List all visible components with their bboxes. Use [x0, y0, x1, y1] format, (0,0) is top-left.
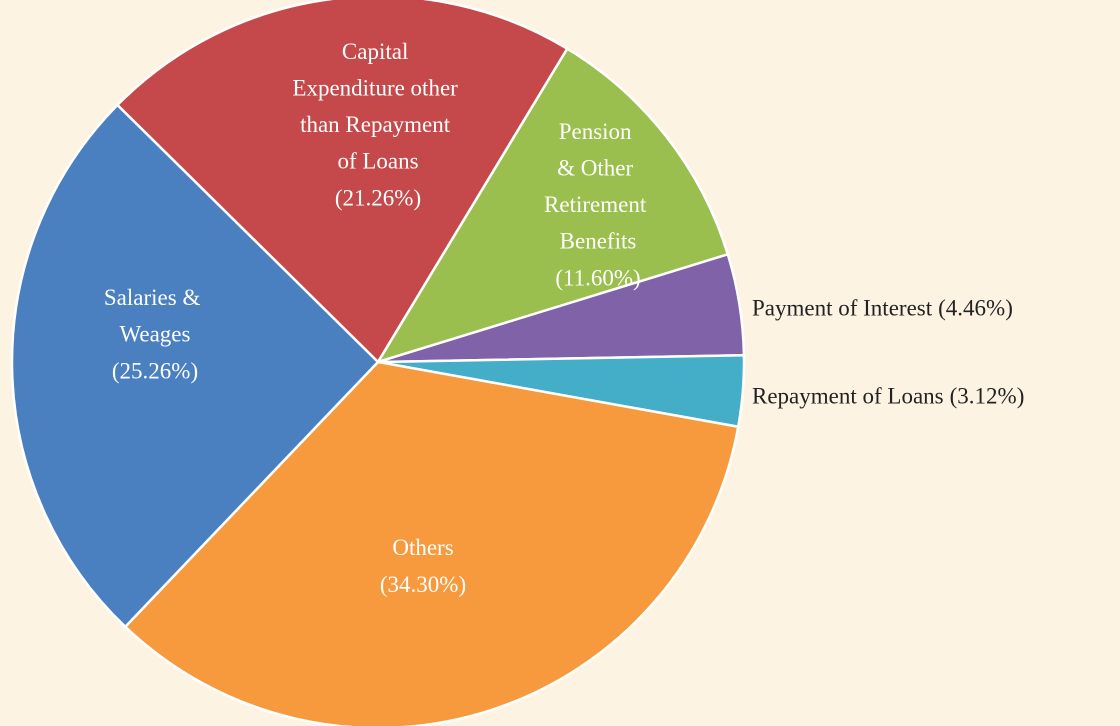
slice-label: Capital Expenditure other than Repayment… — [292, 39, 463, 174]
label-line: Pension — [559, 119, 638, 144]
label-line: Retirement — [544, 192, 652, 217]
slice-value-label: (4.46%) — [938, 295, 1013, 320]
label-line: Benefits — [560, 229, 637, 254]
label-line: & Other — [557, 156, 639, 181]
slice-value-label: (21.26%) — [335, 185, 421, 210]
slice-value-label: (3.12%) — [950, 383, 1025, 408]
label-line: of Loans — [337, 149, 418, 174]
slice-label: Pension & Other Retirement Benefits — [544, 119, 652, 254]
label-line: Salaries & — [104, 285, 206, 310]
pie-slice — [375, 47, 730, 365]
label-line: Expenditure other — [292, 76, 463, 101]
label-line: Others — [392, 535, 453, 560]
slice-value-label: (11.60%) — [555, 265, 640, 290]
label-line: than Repayment — [300, 112, 456, 137]
slice-value-label: (34.30%) — [380, 572, 466, 597]
slice-label: Repayment of Loans — [752, 383, 944, 408]
pie-slice — [10, 103, 380, 629]
label-line: Capital — [342, 39, 414, 64]
slice-value-label: (25.26%) — [112, 358, 198, 383]
pie-slice — [115, 0, 569, 365]
slice-label: Salaries & Weages — [104, 285, 206, 347]
pie-slice — [123, 360, 740, 726]
label-line: Weages — [120, 322, 191, 347]
slice-label: Payment of Interest — [752, 295, 933, 320]
slice-label: Others — [392, 535, 453, 560]
